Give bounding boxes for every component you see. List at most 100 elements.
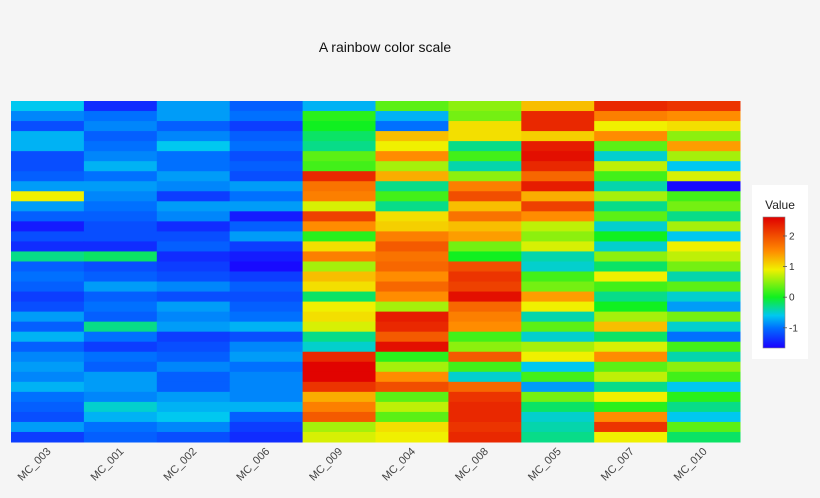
heatmap-cell	[83, 171, 158, 182]
heatmap-cell	[521, 271, 595, 283]
heatmap-cell	[11, 421, 85, 433]
heatmap-cell	[594, 291, 668, 303]
heatmap-cell	[667, 401, 741, 413]
heatmap-cell	[375, 341, 449, 353]
heatmap-cell	[156, 191, 231, 202]
heatmap-cell	[302, 361, 376, 373]
heatmap-cell	[11, 361, 85, 373]
heatmap-cell	[156, 151, 231, 162]
heatmap-cell	[156, 291, 231, 303]
heatmap-cell	[11, 101, 85, 112]
heatmap-cell	[375, 401, 449, 413]
heatmap-cell	[448, 231, 522, 242]
heatmap-cell	[594, 191, 668, 202]
heatmap-cell	[229, 361, 304, 373]
heatmap-cell	[229, 261, 304, 272]
heatmap-cell	[448, 331, 522, 343]
heatmap-cell	[594, 211, 668, 222]
heatmap-cell	[521, 251, 595, 262]
heatmap-cell	[375, 171, 449, 182]
heatmap-cell	[448, 381, 522, 393]
heatmap-cell	[448, 291, 522, 303]
heatmap-cell	[229, 121, 304, 132]
heatmap-cell	[83, 111, 158, 122]
heatmap-cell	[667, 251, 741, 262]
heatmap-cell	[667, 211, 741, 222]
heatmap-cell	[667, 241, 741, 252]
heatmap-cell	[302, 201, 376, 212]
heatmap-cell	[11, 351, 85, 363]
heatmap-cell	[594, 331, 668, 343]
heatmap-cell	[83, 211, 158, 222]
heatmap-cell	[521, 401, 595, 413]
heatmap-cell	[302, 161, 376, 172]
heatmap-cell	[11, 391, 85, 403]
heatmap-cell	[667, 121, 741, 132]
heatmap-cell	[448, 201, 522, 212]
heatmap-cell	[375, 431, 449, 443]
heatmap-cell	[521, 431, 595, 443]
heatmap-cell	[11, 411, 85, 423]
heatmap-cell	[667, 271, 741, 283]
heatmap-cell	[302, 371, 376, 383]
heatmap-cell	[667, 111, 741, 122]
heatmap-cell	[302, 131, 376, 142]
heatmap-cell	[521, 291, 595, 303]
heatmap-cell	[156, 251, 231, 262]
heatmap-cell	[375, 121, 449, 132]
heatmap-cell	[594, 311, 668, 323]
heatmap-cell	[229, 231, 304, 242]
heatmap-cell	[521, 141, 595, 152]
heatmap-cell	[11, 281, 85, 293]
heatmap-cell	[11, 321, 85, 333]
heatmap-cell	[229, 211, 304, 222]
heatmap-cell	[667, 421, 741, 433]
heatmap-cell	[667, 171, 741, 182]
heatmap-cell	[594, 411, 668, 423]
heatmap-cell	[229, 431, 304, 443]
heatmap-cell	[375, 131, 449, 142]
heatmap-cell	[448, 281, 522, 293]
heatmap-cell	[448, 121, 522, 132]
heatmap-cell	[375, 361, 449, 373]
heatmap-cell	[83, 421, 158, 433]
heatmap-cell	[375, 411, 449, 423]
heatmap-cell	[83, 411, 158, 423]
heatmap-cell	[11, 371, 85, 383]
heatmap-cell	[594, 391, 668, 403]
heatmap-cell	[594, 271, 668, 283]
legend-title: Value	[765, 198, 795, 212]
heatmap-cell	[521, 101, 595, 112]
heatmap-cell	[156, 281, 231, 293]
heatmap-cell	[521, 131, 595, 142]
heatmap-cell	[667, 361, 741, 373]
heatmap-cell	[302, 421, 376, 433]
heatmap-cell	[521, 261, 595, 272]
heatmap-cell	[448, 221, 522, 232]
heatmap-cell	[11, 191, 85, 202]
heatmap-cell	[156, 361, 231, 373]
heatmap-cell	[229, 421, 304, 433]
heatmap-cell	[521, 371, 595, 383]
heatmap-cell	[156, 221, 231, 232]
heatmap-cell	[302, 221, 376, 232]
heatmap-cell	[302, 321, 376, 333]
heatmap-cell	[229, 401, 304, 413]
legend: Value -1 0 1 2	[752, 185, 808, 359]
heatmap-cell	[156, 341, 231, 353]
heatmap-cell	[83, 301, 158, 313]
heatmap-cell	[156, 271, 231, 283]
heatmap-cell	[302, 141, 376, 152]
heatmap-cell	[156, 201, 231, 212]
heatmap-cell	[302, 181, 376, 192]
heatmap-cell	[521, 171, 595, 182]
heatmap-cells	[11, 101, 741, 443]
heatmap-cell	[375, 311, 449, 323]
heatmap-cell	[83, 261, 158, 272]
heatmap-cell	[302, 191, 376, 202]
heatmap-cell	[229, 351, 304, 363]
heatmap-cell	[156, 381, 231, 393]
heatmap-cell	[594, 381, 668, 393]
heatmap-cell	[302, 261, 376, 272]
heatmap-cell	[229, 371, 304, 383]
